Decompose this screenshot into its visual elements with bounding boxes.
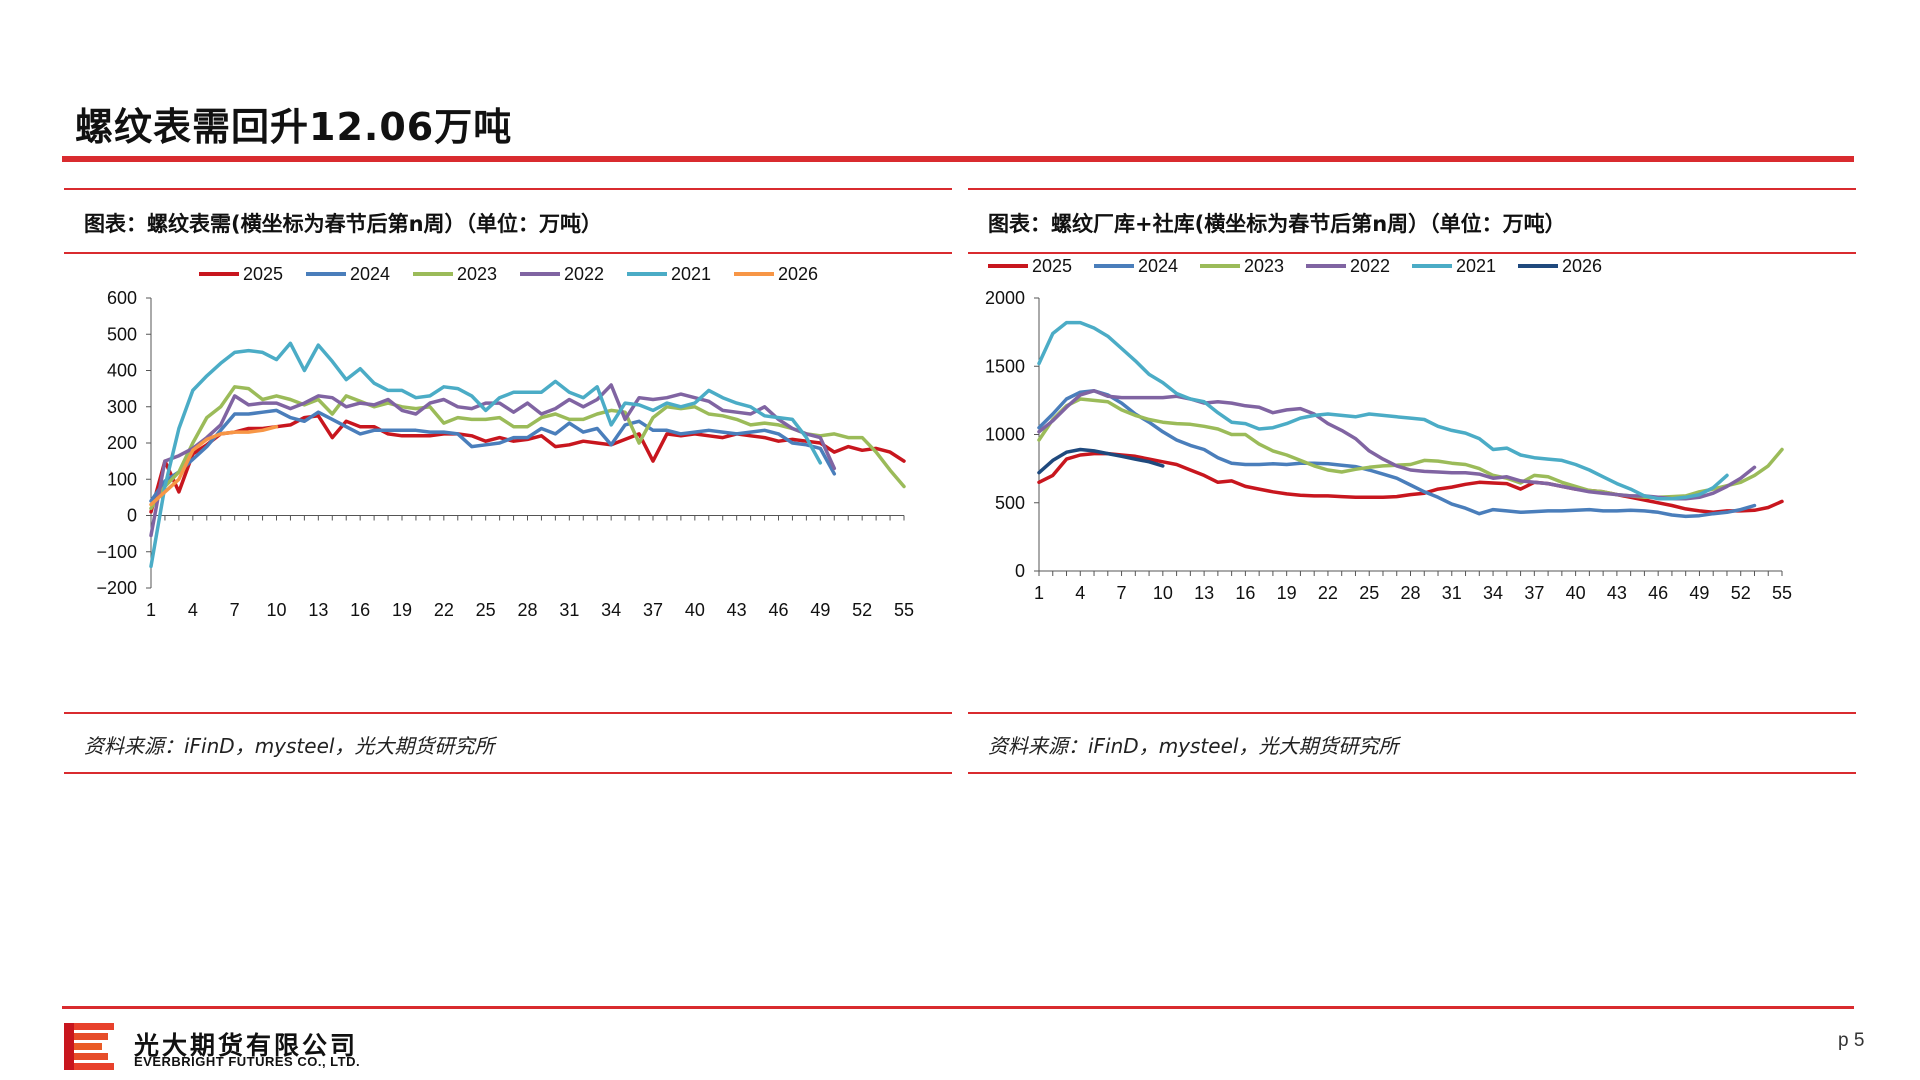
x-tick-label: 52 [1731, 583, 1751, 603]
x-tick-label: 40 [1566, 583, 1586, 603]
series-line-2021 [1037, 320, 1729, 501]
x-tick-label: 1 [146, 600, 156, 620]
x-tick-label: 43 [1607, 583, 1627, 603]
footer-rule [62, 1006, 1854, 1009]
x-tick-label: 49 [1689, 583, 1709, 603]
x-tick-label: 31 [559, 600, 579, 620]
panel-rule-source [968, 712, 1856, 714]
panel-right: 图表：螺纹厂库+社库(横坐标为春节后第n周）（单位：万吨） 2000 1500 10… [968, 188, 1856, 774]
x-tick-label: 22 [434, 600, 454, 620]
y-tick-label: 1000 [985, 425, 1025, 445]
panel-rule-source [64, 712, 952, 714]
x-tick-label: 52 [852, 600, 872, 620]
panel-rule-bottom [968, 772, 1856, 774]
page-title: 螺纹表需回升12.06万吨 [75, 105, 513, 149]
chart-left: 600 500 400 300 200 100 0 −100 −200 1 4 7 10 13 16 19 22… [96, 264, 914, 620]
x-tick-label: 4 [1075, 583, 1085, 603]
x-tick-label: 43 [727, 600, 747, 620]
x-tick-label: 4 [188, 600, 198, 620]
y-tick-label: 500 [107, 324, 137, 344]
x-tick-label: 7 [1117, 583, 1127, 603]
panel-rule-header [64, 252, 952, 254]
panel-rule-header [968, 252, 1856, 254]
x-tick-label: 25 [476, 600, 496, 620]
page-number: p 5 [1838, 1030, 1865, 1051]
x-tick-label: 1 [1034, 583, 1044, 603]
y-tick-label: 2000 [985, 288, 1025, 308]
x-tick-label: 55 [894, 600, 914, 620]
title-rule [62, 156, 1854, 162]
legend-label-2025: 2025 [243, 264, 283, 284]
series-line-2025 [1037, 451, 1784, 515]
x-tick-label: 13 [1194, 583, 1214, 603]
y-tick-label: 1500 [985, 356, 1025, 376]
x-tick-label: 16 [350, 600, 370, 620]
x-tick-label: 19 [1277, 583, 1297, 603]
everbright-logo [64, 1023, 114, 1070]
x-tick-label: 31 [1442, 583, 1462, 603]
x-tick-label: 28 [517, 600, 537, 620]
legend-label-2023: 2023 [457, 264, 497, 284]
series-line-2026 [1037, 447, 1165, 475]
x-tick-label: 34 [601, 600, 621, 620]
x-tick-label: 10 [266, 600, 286, 620]
chart-title: 图表：螺纹厂库+社库(横坐标为春节后第n周）（单位：万吨） [988, 212, 1566, 236]
y-tick-label: 500 [995, 493, 1025, 513]
x-tick-label: 28 [1400, 583, 1420, 603]
legend-label-2026: 2026 [778, 264, 818, 284]
y-tick-label: 300 [107, 397, 137, 417]
legend-label-2023: 2023 [1244, 256, 1284, 276]
series-line-2022 [1037, 389, 1757, 501]
series-line-2026 [149, 424, 279, 507]
series-line-2024 [1037, 389, 1757, 519]
y-tick-label: 0 [1015, 561, 1025, 581]
panel-rule-bottom [64, 772, 952, 774]
legend-label-2021: 2021 [1456, 256, 1496, 276]
chart-title: 图表：螺纹表需(横坐标为春节后第n周）（单位：万吨） [84, 212, 603, 236]
legend-label-2021: 2021 [671, 264, 711, 284]
series-line-2023 [149, 385, 906, 511]
x-tick-label: 16 [1235, 583, 1255, 603]
series-line-2022 [149, 383, 837, 538]
series-line-2024 [149, 408, 837, 503]
x-tick-label: 37 [643, 600, 663, 620]
legend-label-2022: 2022 [1350, 256, 1390, 276]
series-line-2023 [1037, 397, 1784, 500]
legend-label-2026: 2026 [1562, 256, 1602, 276]
y-tick-label: 400 [107, 361, 137, 381]
x-tick-label: 40 [685, 600, 705, 620]
y-tick-label: −200 [96, 578, 137, 598]
x-tick-label: 7 [230, 600, 240, 620]
y-tick-label: 200 [107, 433, 137, 453]
series-line-2021 [149, 341, 823, 569]
x-tick-label: 10 [1153, 583, 1173, 603]
y-tick-label: 0 [127, 506, 137, 526]
legend-label-2024: 2024 [350, 264, 390, 284]
x-tick-label: 34 [1483, 583, 1503, 603]
x-tick-label: 22 [1318, 583, 1338, 603]
y-tick-label: −100 [96, 542, 137, 562]
x-tick-label: 46 [768, 600, 788, 620]
legend-label-2025: 2025 [1032, 256, 1072, 276]
source-note: 资料来源：iFinD，mysteel，光大期货研究所 [988, 734, 1399, 758]
company-name-cn: 光大期货有限公司 [134, 1031, 359, 1060]
x-tick-label: 46 [1648, 583, 1668, 603]
x-tick-label: 55 [1772, 583, 1792, 603]
x-tick-label: 37 [1524, 583, 1544, 603]
x-tick-label: 19 [392, 600, 412, 620]
x-tick-label: 49 [810, 600, 830, 620]
panel-left: 图表：螺纹表需(横坐标为春节后第n周）（单位：万吨） 600 500 400 300 2… [64, 188, 952, 774]
y-tick-label: 600 [107, 288, 137, 308]
source-note: 资料来源：iFinD，mysteel，光大期货研究所 [84, 734, 495, 758]
panel-rule-top [64, 188, 952, 190]
x-tick-label: 25 [1359, 583, 1379, 603]
company-name-en: EVERBRIGHT FUTURES CO., LTD. [134, 1054, 361, 1069]
chart-right: 2000 1500 1000 500 01 4 7 10 13 16 19 22 25 28 31 34 37 4… [985, 256, 1792, 603]
legend-label-2022: 2022 [564, 264, 604, 284]
x-tick-label: 13 [308, 600, 328, 620]
legend-label-2024: 2024 [1138, 256, 1178, 276]
y-tick-label: 100 [107, 469, 137, 489]
panel-rule-top [968, 188, 1856, 190]
